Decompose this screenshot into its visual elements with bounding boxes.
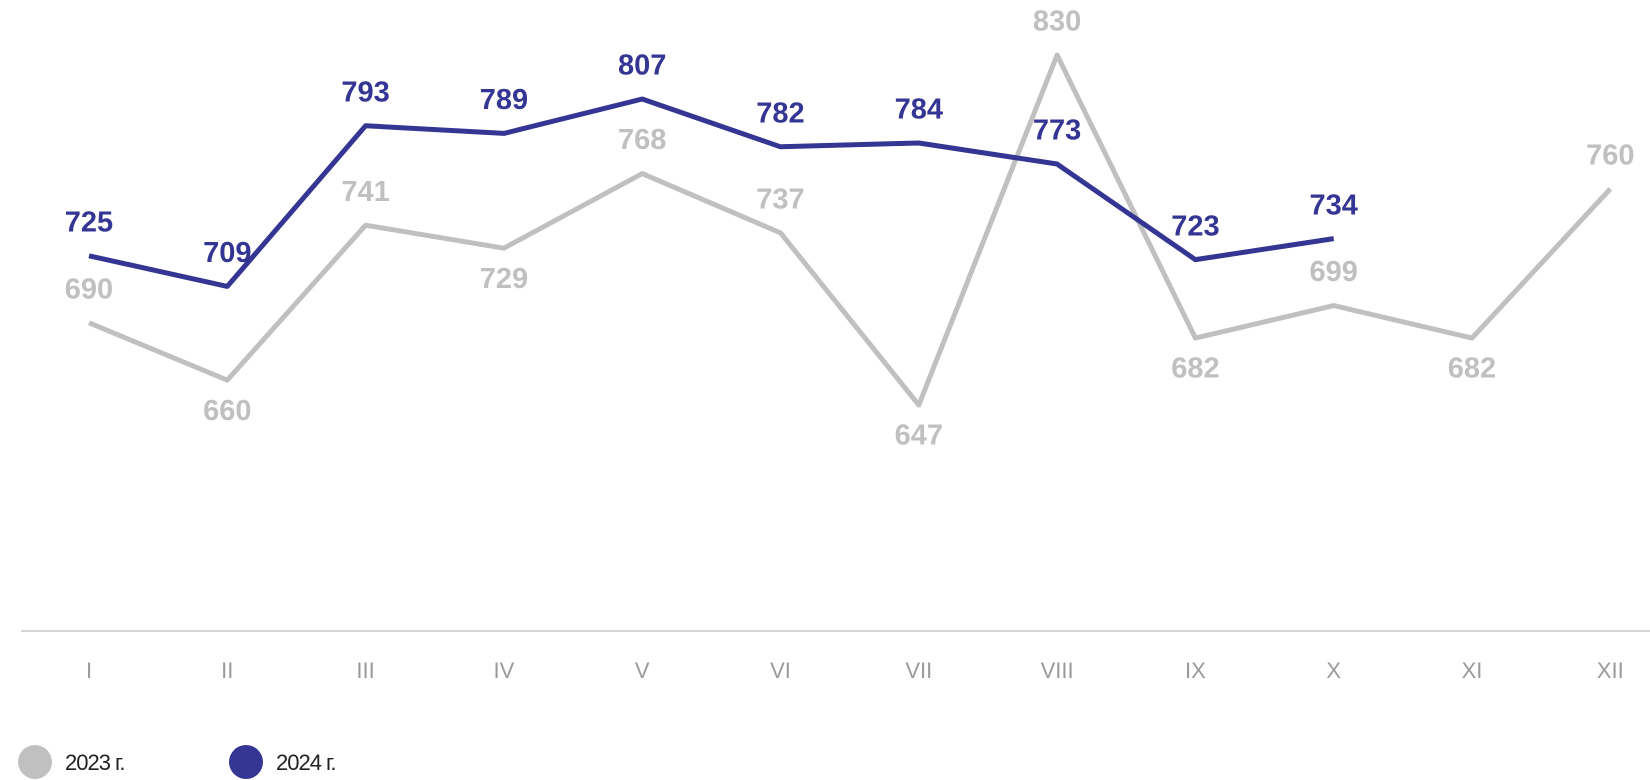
x-tick-label: XI [1462, 658, 1483, 683]
x-tick-label: VII [905, 658, 932, 683]
series-line [88, 96, 1335, 289]
legend-marker [229, 745, 263, 779]
x-tick-label: VI [770, 658, 791, 683]
x-tick-label: XII [1597, 658, 1624, 683]
data-label: 723 [1171, 210, 1219, 242]
x-tick-label: I [86, 658, 92, 683]
data-label: 768 [618, 124, 666, 156]
data-label: 729 [480, 263, 528, 295]
x-tick-label: X [1326, 658, 1341, 683]
series-line [88, 52, 1613, 408]
data-label: 830 [1033, 6, 1081, 38]
x-tick-label: IV [494, 658, 515, 683]
data-label: 773 [1033, 115, 1081, 147]
data-label: 782 [756, 97, 804, 129]
data-label: 682 [1448, 353, 1496, 385]
data-label: 699 [1310, 256, 1358, 288]
data-label: 789 [480, 84, 528, 116]
x-tick-label: IX [1185, 658, 1206, 683]
data-label: 741 [341, 176, 389, 208]
data-label: 734 [1310, 189, 1358, 221]
data-label: 660 [203, 395, 251, 427]
data-label: 647 [895, 420, 943, 452]
data-label: 682 [1171, 353, 1219, 385]
data-label: 690 [65, 273, 113, 305]
data-label: 784 [895, 94, 943, 126]
legend-label: 2024 г. [276, 750, 336, 775]
data-label: 709 [203, 237, 251, 269]
x-tick-label: VIII [1041, 658, 1074, 683]
legend-label: 2023 г. [65, 750, 125, 775]
data-label: 807 [618, 50, 666, 82]
data-label: 793 [341, 76, 389, 108]
x-tick-label: V [635, 658, 650, 683]
data-label: 737 [756, 184, 804, 216]
x-tick-label: III [356, 658, 374, 683]
legend-marker [18, 745, 52, 779]
data-label: 725 [65, 206, 113, 238]
x-tick-label: II [221, 658, 233, 683]
data-label: 760 [1586, 140, 1634, 172]
